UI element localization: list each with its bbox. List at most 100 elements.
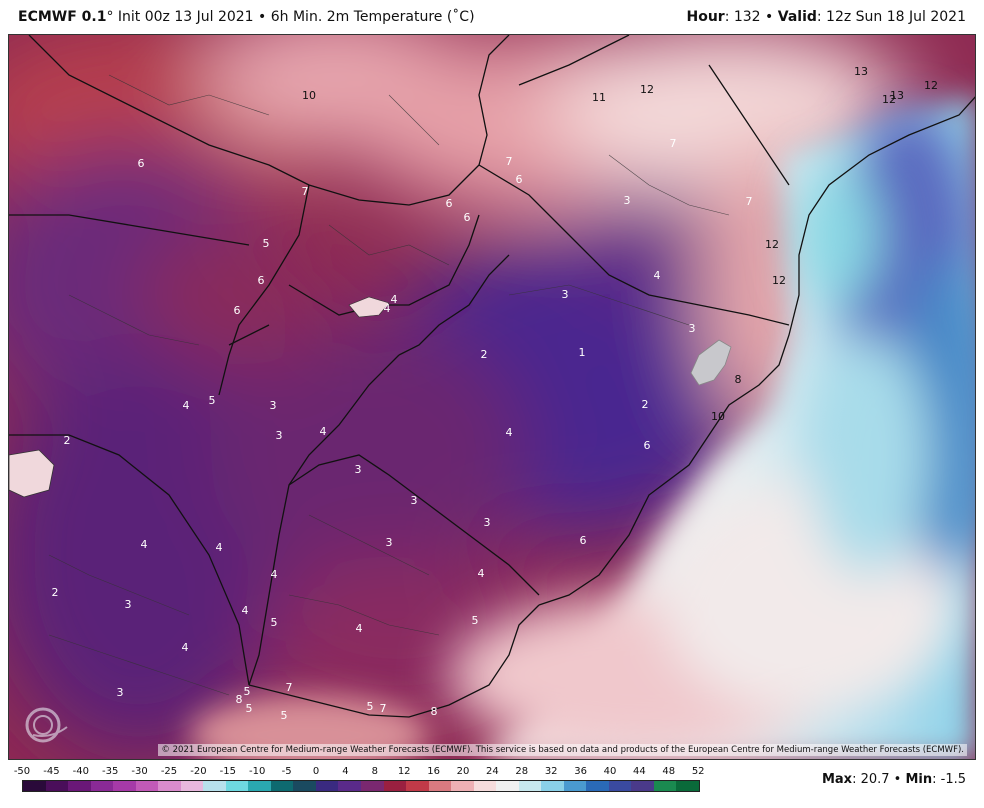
colorbar-segment bbox=[90, 781, 114, 791]
contour-value-label: 2 bbox=[481, 348, 488, 361]
colorbar-segment bbox=[315, 781, 339, 791]
colorbar-segment bbox=[135, 781, 159, 791]
contour-value-label: 12 bbox=[882, 93, 896, 106]
colorbar-segment bbox=[113, 781, 136, 791]
hour-value: : 132 • bbox=[724, 9, 778, 25]
contour-value-label: 4 bbox=[356, 622, 363, 635]
legend-tick-label: -35 bbox=[102, 766, 119, 777]
contour-value-label: 6 bbox=[516, 173, 523, 186]
contour-value-label: 3 bbox=[117, 686, 124, 699]
colorbar-segment bbox=[406, 781, 429, 791]
valid-info: Hour: 132 • Valid: 12z Sun 18 Jul 2021 bbox=[686, 9, 966, 25]
colorbar-segment bbox=[68, 781, 91, 791]
legend-tick-label: 44 bbox=[633, 766, 646, 777]
legend-tick-label: -15 bbox=[219, 766, 236, 777]
model-name: ECMWF 0.1 bbox=[18, 9, 107, 25]
lake-central bbox=[348, 296, 390, 318]
lake-west bbox=[9, 449, 55, 498]
legend-colorbar bbox=[22, 780, 700, 792]
colorbar-segment bbox=[563, 781, 587, 791]
contour-value-label: 7 bbox=[302, 185, 309, 198]
contour-value-label: 4 bbox=[141, 538, 148, 551]
colorbar-segment bbox=[518, 781, 542, 791]
contour-value-label: 5 bbox=[281, 709, 288, 722]
contour-value-label: 12 bbox=[640, 83, 654, 96]
run-title: ECMWF 0.1° Init 00z 13 Jul 2021 • 6h Min… bbox=[18, 9, 475, 25]
contour-value-label: 5 bbox=[246, 702, 253, 715]
colorbar-segment bbox=[270, 781, 294, 791]
ocean-colors bbox=[449, 105, 975, 755]
legend-tick-label: -30 bbox=[131, 766, 148, 777]
contour-value-label: 5 bbox=[367, 700, 374, 713]
colorbar-segment bbox=[451, 781, 474, 791]
contour-value-label: 3 bbox=[270, 399, 277, 412]
colorbar-segment bbox=[338, 781, 361, 791]
contour-value-label: 2 bbox=[64, 434, 71, 447]
lake-shape bbox=[690, 339, 732, 386]
colorbar-segment bbox=[496, 781, 519, 791]
max-label: Max bbox=[821, 772, 853, 787]
colorbar-segment bbox=[45, 781, 69, 791]
colorbar-segment bbox=[608, 781, 632, 791]
max-value: : 20.7 • bbox=[852, 772, 906, 787]
state-borders bbox=[48, 74, 730, 696]
contour-value-label: 13 bbox=[854, 65, 868, 78]
contour-value-label: 7 bbox=[670, 137, 677, 150]
contour-value-label: 12 bbox=[765, 238, 779, 251]
contour-value-label: 5 bbox=[244, 685, 251, 698]
contour-value-label: 4 bbox=[384, 302, 391, 315]
colorbar-segment bbox=[180, 781, 204, 791]
contour-value-label: 3 bbox=[355, 463, 362, 476]
temperature-map[interactable]: 10 11 12 13 12 13 12 6 7 7 6 6 7 3 7 6 5 6 6 4 4 3 4 12 12 2 1 3 8 2 1… bbox=[8, 34, 976, 760]
contour-value-label: 5 bbox=[271, 616, 278, 629]
contour-value-label: 5 bbox=[263, 237, 270, 250]
contour-value-label: 4 bbox=[506, 426, 513, 439]
degree-mark: ° bbox=[106, 9, 114, 25]
colorbar-segment bbox=[225, 781, 249, 791]
contour-value-label: 4 bbox=[271, 568, 278, 581]
valid-value: : 12z Sun 18 Jul 2021 bbox=[816, 9, 966, 25]
contour-value-label: 6 bbox=[138, 157, 145, 170]
contour-value-label: 8 bbox=[431, 705, 438, 718]
min-label: Min bbox=[905, 772, 933, 787]
legend-tick-label: 12 bbox=[397, 766, 411, 777]
contour-value-label: 6 bbox=[446, 197, 453, 210]
copyright-notice: © 2021 European Centre for Medium-range … bbox=[158, 744, 967, 756]
contour-value-label: 1 bbox=[579, 346, 586, 359]
contour-value-label: 10 bbox=[711, 410, 725, 423]
contour-value-label: 7 bbox=[286, 681, 293, 694]
color-legend: -50 -45 -40 -35 -30 -25 -20 -15 -10 -5 0 4 8 12 16 20 24… bbox=[0, 762, 984, 808]
colorbar-segment bbox=[653, 781, 677, 791]
contour-value-label: 3 bbox=[689, 322, 696, 335]
colorbar-segment bbox=[158, 781, 181, 791]
legend-tick-label: 24 bbox=[486, 766, 499, 777]
contour-value-label: 6 bbox=[258, 274, 265, 287]
colorbar-segment bbox=[293, 781, 316, 791]
contour-value-label: 10 bbox=[302, 89, 316, 102]
contour-value-label: 4 bbox=[654, 269, 661, 282]
legend-tick-label: 36 bbox=[574, 766, 587, 777]
legend-tick-labels: -50 -45 -40 -35 -30 -25 -20 -15 -10 -5 0 4 8 12 16 20 24… bbox=[14, 766, 714, 780]
colorbar-segment bbox=[248, 781, 271, 791]
colorbar-segment bbox=[383, 781, 407, 791]
legend-tick-label: 20 bbox=[456, 766, 470, 777]
contour-value-label: 8 bbox=[735, 373, 742, 386]
run-info: Init 00z 13 Jul 2021 • 6h Min. 2m Temper… bbox=[117, 9, 475, 25]
legend-tick-label: -10 bbox=[249, 766, 266, 777]
min-value: : -1.5 bbox=[932, 772, 966, 787]
contour-value-label: 2 bbox=[642, 398, 649, 411]
contour-value-label: 6 bbox=[644, 439, 651, 452]
contour-value-label: 5 bbox=[209, 394, 216, 407]
legend-tick-label: 0 bbox=[312, 766, 320, 777]
weatherbell-logo bbox=[25, 707, 68, 743]
max-min-readout: Max: 20.7 • Min: -1.5 bbox=[822, 772, 966, 787]
legend-tick-label: 32 bbox=[544, 766, 558, 777]
contour-value-label: 12 bbox=[772, 274, 786, 287]
contour-value-label: 7 bbox=[380, 702, 387, 715]
colorbar-segment bbox=[473, 781, 497, 791]
legend-tick-label: 40 bbox=[603, 766, 617, 777]
south-coast-field bbox=[189, 695, 429, 759]
colorbar-segment bbox=[428, 781, 452, 791]
